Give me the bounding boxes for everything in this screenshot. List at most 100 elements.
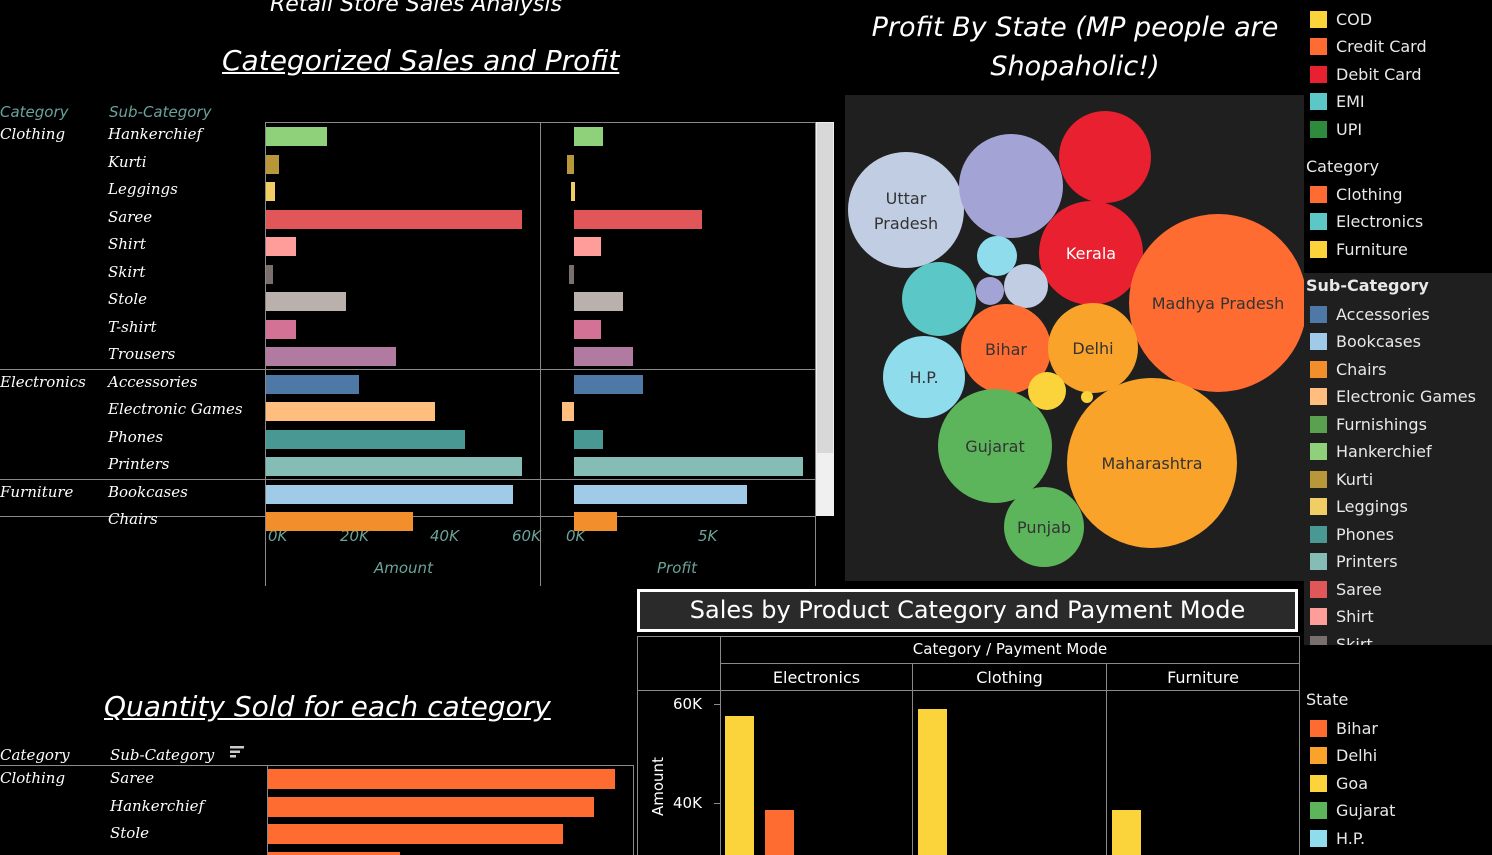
column-header-furniture[interactable]: Furniture [1167, 668, 1239, 687]
column-header-electronics[interactable]: Electronics [772, 668, 861, 687]
qty-subcategory-label[interactable]: Stole [110, 824, 150, 842]
legend-item[interactable]: Hankerchief [1310, 442, 1432, 462]
profit-bar[interactable] [568, 264, 574, 284]
legend-item[interactable]: Printers [1310, 552, 1398, 572]
legend-item[interactable]: COD [1310, 9, 1372, 29]
category-label[interactable]: Clothing [0, 125, 66, 143]
state-bubble[interactable] [883, 336, 965, 418]
profit-bar[interactable] [574, 429, 604, 449]
state-bubble[interactable] [1067, 378, 1237, 548]
profit-bar[interactable] [574, 237, 601, 257]
state-bubble[interactable] [976, 277, 1004, 305]
profit-bar[interactable] [567, 154, 574, 174]
amount-bar[interactable] [266, 264, 273, 284]
payment-bar[interactable] [765, 810, 794, 855]
column-header-category[interactable]: Category [0, 103, 69, 121]
subcategory-label[interactable]: Skirt [108, 262, 146, 281]
profit-bar[interactable] [574, 347, 633, 367]
legend-item[interactable]: Gujarat [1310, 801, 1395, 821]
state-bubble[interactable] [938, 389, 1052, 503]
legend-item[interactable]: Clothing [1310, 184, 1403, 204]
qty-column-header-subcategory[interactable]: Sub-Category [110, 746, 215, 764]
quantity-bar[interactable] [268, 769, 615, 789]
profit-bar[interactable] [574, 292, 624, 312]
qty-subcategory-label[interactable]: Hankerchief [110, 796, 205, 815]
subcategory-label[interactable]: T-shirt [108, 317, 157, 336]
profit-bar[interactable] [571, 182, 576, 202]
legend-item[interactable]: Leggings [1310, 497, 1408, 517]
legend-item[interactable]: Phones [1310, 524, 1394, 544]
payment-bar[interactable] [725, 716, 754, 855]
amount-bar[interactable] [266, 457, 522, 477]
subcategory-label[interactable]: Stole [108, 290, 148, 308]
subcategory-label[interactable]: Chairs [108, 510, 158, 528]
legend-item[interactable]: Kurti [1310, 469, 1373, 489]
subcategory-label[interactable]: Printers [108, 455, 170, 473]
amount-bar[interactable] [266, 429, 466, 449]
payment-bar[interactable] [918, 708, 947, 855]
profit-bar[interactable] [574, 127, 604, 147]
state-bubble[interactable] [1028, 372, 1066, 410]
amount-bar[interactable] [266, 209, 522, 229]
state-bubble[interactable] [1081, 391, 1093, 403]
quantity-bar-partial[interactable] [268, 852, 400, 855]
amount-bar[interactable] [266, 484, 513, 504]
qty-category-label[interactable]: Clothing [0, 769, 66, 787]
state-bubble[interactable] [902, 262, 976, 336]
subcategory-label[interactable]: Bookcases [108, 482, 188, 501]
state-bubble[interactable] [1004, 264, 1048, 308]
legend-item[interactable]: Saree [1310, 579, 1382, 599]
legend-item[interactable]: Furnishings [1310, 414, 1427, 434]
column-header-clothing[interactable]: Clothing [976, 668, 1043, 687]
subcategory-label[interactable]: Shirt [108, 235, 146, 253]
profit-bar[interactable] [574, 484, 747, 504]
profit-bar[interactable] [562, 402, 574, 422]
amount-bar[interactable] [266, 512, 414, 532]
table-scrollbar[interactable] [816, 122, 834, 516]
profit-bar[interactable] [574, 457, 803, 477]
legend-item[interactable]: Furniture [1310, 239, 1408, 259]
category-label[interactable]: Furniture [0, 482, 74, 501]
state-bubble[interactable] [959, 134, 1063, 238]
legend-item[interactable]: Skirt [1310, 634, 1373, 645]
amount-bar[interactable] [266, 347, 396, 367]
amount-bar[interactable] [266, 154, 279, 174]
subcategory-label[interactable]: Kurti [108, 152, 147, 171]
state-bubble[interactable] [961, 304, 1051, 394]
legend-item[interactable]: Goa [1310, 773, 1368, 793]
payment-bar[interactable] [1112, 810, 1141, 855]
subcategory-label[interactable]: Hankerchief [108, 125, 203, 143]
legend-item[interactable]: Credit Card [1310, 37, 1427, 57]
legend-item[interactable]: Accessories [1310, 304, 1430, 324]
table-scrollbar-thumb[interactable] [817, 123, 833, 453]
legend-item[interactable]: Electronics [1310, 212, 1423, 232]
sort-icon[interactable] [229, 744, 245, 760]
legend-item[interactable]: EMI [1310, 92, 1365, 112]
legend-item[interactable]: Bookcases [1310, 332, 1421, 352]
profit-bar[interactable] [574, 512, 617, 532]
subcategory-label[interactable]: Saree [108, 207, 153, 226]
amount-bar[interactable] [266, 127, 327, 147]
amount-bar[interactable] [266, 319, 297, 339]
amount-bar[interactable] [266, 402, 435, 422]
profit-bar[interactable] [574, 319, 601, 339]
subcategory-label[interactable]: Leggings [108, 180, 178, 198]
legend-item[interactable]: H.P. [1310, 828, 1365, 848]
legend-item[interactable]: Debit Card [1310, 64, 1422, 84]
amount-bar[interactable] [266, 374, 360, 394]
qty-subcategory-label[interactable]: Saree [110, 769, 155, 787]
state-bubble[interactable] [1004, 487, 1084, 567]
state-bubble[interactable] [1039, 201, 1143, 305]
legend-item[interactable]: Bihar [1310, 718, 1378, 738]
profit-bar[interactable] [574, 209, 702, 229]
subcategory-label[interactable]: Accessories [108, 372, 198, 391]
subcategory-label[interactable]: Trousers [108, 345, 176, 363]
state-bubble[interactable] [848, 152, 964, 268]
legend-item[interactable]: UPI [1310, 119, 1362, 139]
legend-item[interactable]: Electronic Games [1310, 387, 1476, 407]
legend-item[interactable]: Delhi [1310, 746, 1377, 766]
amount-bar[interactable] [266, 292, 347, 312]
state-bubble[interactable] [977, 236, 1017, 276]
quantity-bar[interactable] [268, 824, 563, 844]
subcategory-label[interactable]: Phones [108, 427, 164, 446]
